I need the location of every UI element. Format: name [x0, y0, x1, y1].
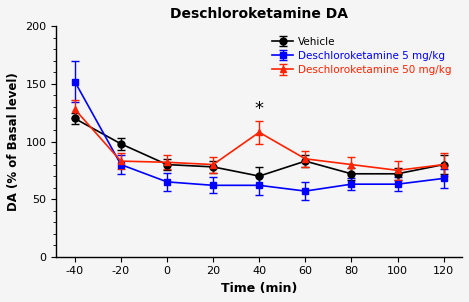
- Text: *: *: [255, 101, 264, 118]
- Y-axis label: DA (% of Basal level): DA (% of Basal level): [7, 72, 20, 211]
- Legend: Vehicle, Deschloroketamine 5 mg/kg, Deschloroketamine 50 mg/kg: Vehicle, Deschloroketamine 5 mg/kg, Desc…: [267, 31, 457, 80]
- Title: Deschloroketamine DA: Deschloroketamine DA: [170, 7, 348, 21]
- X-axis label: Time (min): Time (min): [221, 282, 297, 295]
